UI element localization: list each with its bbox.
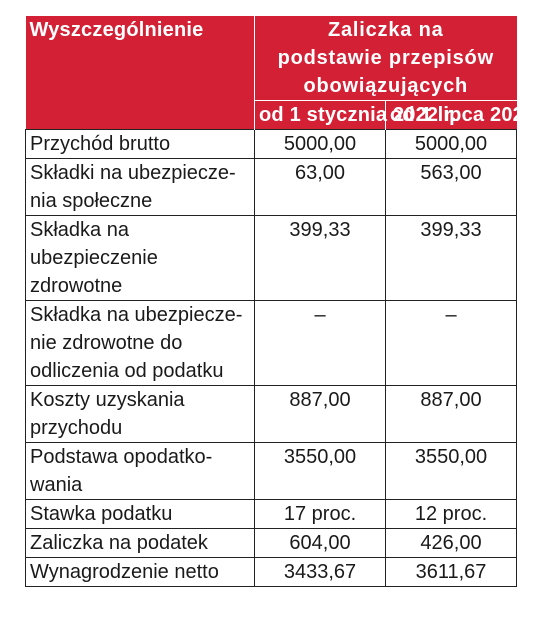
cell-january: – <box>254 300 386 386</box>
table-row: Składka na ubezpiecze-nie zdrowotne do o… <box>25 300 517 386</box>
row-label: Przychód brutto <box>25 129 255 159</box>
table-row: Przychód brutto 5000,00 5000,00 <box>25 129 517 159</box>
table-body: Przychód brutto 5000,00 5000,00 Składki … <box>25 129 517 587</box>
row-label: Zaliczka na podatek <box>25 528 255 558</box>
cell-july: 5000,00 <box>385 129 517 159</box>
table-row: Wynagrodzenie netto 3433,67 3611,67 <box>25 557 517 587</box>
table-header: Wyszczególnienie Zaliczka na podstawie p… <box>25 16 536 130</box>
cell-january: 17 proc. <box>254 499 386 529</box>
cell-july: 3611,67 <box>385 557 517 587</box>
cell-january: 3433,67 <box>254 557 386 587</box>
cell-january: 3550,00 <box>254 442 386 500</box>
table-row: Zaliczka na podatek 604,00 426,00 <box>25 528 517 558</box>
cell-july: 426,00 <box>385 528 517 558</box>
cell-january: 887,00 <box>254 385 386 443</box>
cell-july: – <box>385 300 517 386</box>
table-row: Podstawa opodatko-wania 3550,00 3550,00 <box>25 442 517 500</box>
header-row-top: Wyszczególnienie Zaliczka na podstawie p… <box>25 16 517 130</box>
salary-advance-table: Wyszczególnienie Zaliczka na podstawie p… <box>25 16 536 587</box>
header-advance-group: Zaliczka na podstawie przepisów obowiązu… <box>254 16 517 101</box>
cell-july: 563,00 <box>385 158 517 216</box>
cell-january: 604,00 <box>254 528 386 558</box>
cell-july: 399,33 <box>385 215 517 301</box>
header-row-sub: od 1 stycznia 2022 r. od 1 lipca 2022 r. <box>26 100 536 130</box>
row-label: Wynagrodzenie netto <box>25 557 255 587</box>
cell-july: 12 proc. <box>385 499 517 529</box>
cell-january: 399,33 <box>254 215 386 301</box>
table-row: Koszty uzyskania przychodu 887,00 887,00 <box>25 385 517 443</box>
cell-january: 5000,00 <box>254 129 386 159</box>
row-label: Stawka podatku <box>25 499 255 529</box>
header-from-july: od 1 lipca 2022 r. <box>385 100 536 130</box>
cell-july: 3550,00 <box>385 442 517 500</box>
cell-july: 887,00 <box>385 385 517 443</box>
row-label: Koszty uzyskania przychodu <box>25 385 255 443</box>
table-row: Składka na ubezpieczenie zdrowotne 399,3… <box>25 215 517 301</box>
row-label: Składka na ubezpiecze-nie zdrowotne do o… <box>25 300 255 386</box>
header-from-january: od 1 stycznia 2022 r. <box>254 100 456 130</box>
row-label: Podstawa opodatko-wania <box>25 442 255 500</box>
cell-january: 63,00 <box>254 158 386 216</box>
table-row: Składki na ubezpiecze-nia społeczne 63,0… <box>25 158 517 216</box>
row-label: Składka na ubezpieczenie zdrowotne <box>25 215 255 301</box>
table-row: Stawka podatku 17 proc. 12 proc. <box>25 499 517 529</box>
row-label: Składki na ubezpiecze-nia społeczne <box>25 158 255 216</box>
header-description: Wyszczególnienie <box>25 16 255 130</box>
